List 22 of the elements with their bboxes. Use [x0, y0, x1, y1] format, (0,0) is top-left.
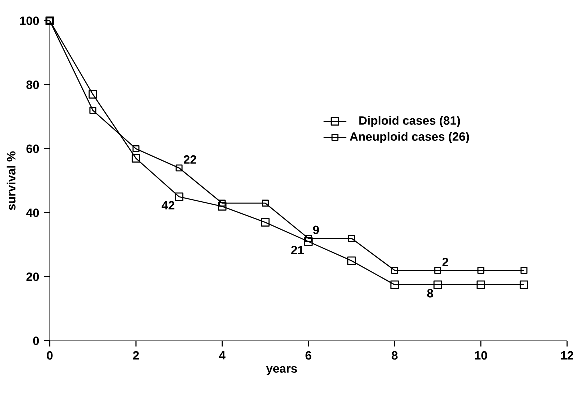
x-tick-label: 4	[219, 351, 226, 360]
annotation: 9	[313, 226, 320, 234]
y-tick-label: 80	[26, 80, 40, 90]
y-tick-label: 20	[26, 272, 40, 282]
x-tick-label: 8	[392, 351, 398, 360]
annotation: 2	[442, 258, 448, 266]
y-tick-label: 60	[26, 144, 40, 154]
y-axis-title: survival %	[6, 152, 16, 210]
legend-label: Aneuploid cases (26)	[350, 132, 470, 144]
annotation: 22	[184, 156, 196, 164]
x-tick-label: 0	[47, 351, 53, 360]
y-tick-label: 40	[26, 208, 40, 218]
x-tick-label: 10	[475, 351, 488, 360]
x-tick-label: 6	[306, 351, 312, 360]
y-tick-label: 100	[20, 16, 40, 26]
x-tick-label: 2	[133, 351, 140, 360]
x-axis-title: years	[266, 366, 298, 376]
annotation: 21	[291, 246, 304, 254]
annotation: 8	[427, 289, 434, 298]
legend-label: Diploid cases (81)	[360, 116, 460, 128]
annotation: 42	[162, 201, 175, 210]
y-tick-label: 0	[33, 336, 40, 346]
